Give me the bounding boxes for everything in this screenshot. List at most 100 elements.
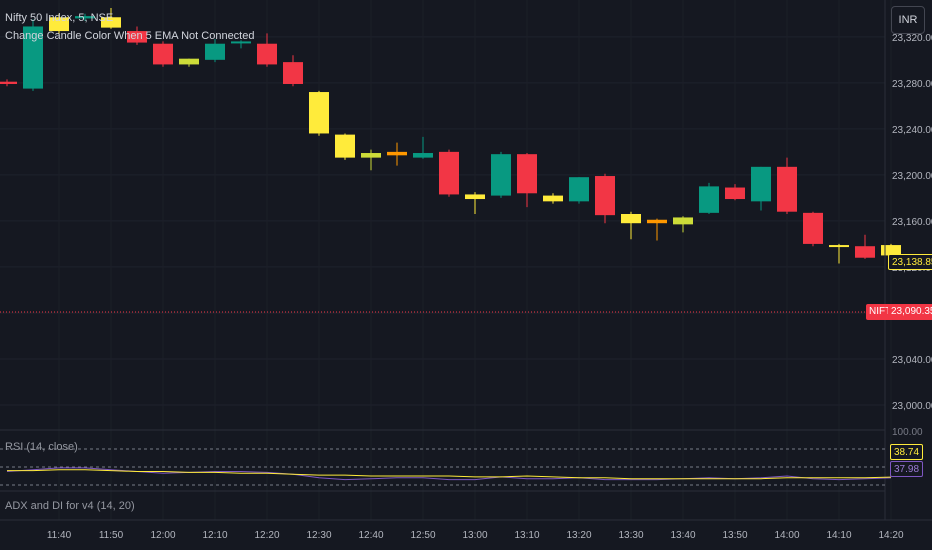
candle-body [491, 154, 511, 196]
time-tick-label: 13:30 [618, 530, 643, 541]
candle-body [829, 245, 849, 248]
time-tick-label: 14:10 [826, 530, 851, 541]
rsi-pane [6, 467, 892, 481]
candle-body [621, 214, 641, 224]
candle-body [205, 43, 225, 60]
candle [777, 157, 797, 214]
candle-body [257, 43, 277, 65]
candle-body [699, 186, 719, 213]
price-axis[interactable]: 23,320.00 23,280.00 23,240.00 23,200.00 23,1… [892, 33, 932, 412]
candle-body [101, 17, 121, 28]
candle [543, 193, 563, 204]
time-tick-label: 12:30 [306, 530, 331, 541]
chart-grid [0, 36, 885, 406]
price-tick-label: 23,280.00 [892, 79, 932, 90]
candle [595, 173, 615, 224]
price-tick-label: 23,320.00 [892, 33, 932, 44]
rsi-signal-line [7, 469, 892, 480]
candle-body [127, 31, 147, 43]
nifty-price-tag: 23,090.35 [888, 304, 932, 320]
time-tick-label: 12:40 [358, 530, 383, 541]
price-tick-label: 23,040.00 [892, 355, 932, 366]
candle [855, 234, 875, 259]
candle-body [153, 43, 173, 65]
candle-body [647, 219, 667, 224]
time-tick-label: 14:20 [878, 530, 903, 541]
candle [153, 41, 173, 67]
candles-layer [0, 8, 901, 264]
price-tick-label: 23,000.00 [892, 401, 932, 412]
candle [335, 133, 355, 160]
candle [49, 13, 69, 35]
candle-body [465, 194, 485, 200]
rsi-purple-value: 37.98 [890, 461, 924, 477]
candle-body [595, 176, 615, 216]
candle-body [439, 151, 459, 195]
candle-body [855, 246, 875, 258]
candle [101, 8, 121, 29]
candle [283, 55, 303, 87]
time-tick-label: 13:50 [722, 530, 747, 541]
candle [751, 166, 771, 211]
candle [23, 19, 43, 91]
time-tick-label: 13:20 [566, 530, 591, 541]
price-tick-label: 23,160.00 [892, 217, 932, 228]
candle [829, 243, 849, 264]
candle-body [803, 212, 823, 244]
candle-body [673, 217, 693, 225]
price-tick-label: 23,200.00 [892, 171, 932, 182]
candle-body [283, 62, 303, 84]
candle-body [49, 17, 69, 32]
candle [127, 26, 147, 45]
candle-body [387, 151, 407, 156]
candle-body [0, 81, 17, 84]
candle-body [413, 153, 433, 158]
candle-body [23, 26, 43, 89]
candle-body [517, 154, 537, 194]
rsi-legend[interactable]: RSI (14, close) [5, 441, 78, 453]
time-axis[interactable]: 11:40 11:50 12:00 12:10 12:20 12:30 12:40 12:50… [47, 530, 904, 541]
candle [309, 90, 329, 136]
candle [0, 79, 17, 87]
rsi-upper-label: 100.00 [892, 427, 923, 438]
candle [361, 149, 381, 171]
time-tick-label: 13:00 [462, 530, 487, 541]
candle [387, 142, 407, 166]
candle-body [231, 41, 251, 44]
currency-button[interactable]: INR [891, 6, 925, 34]
rsi-line [6, 467, 892, 481]
time-tick-label: 13:40 [670, 530, 695, 541]
time-tick-label: 12:10 [202, 530, 227, 541]
candle [231, 40, 251, 49]
time-tick-label: 13:10 [514, 530, 539, 541]
candle [439, 149, 459, 197]
time-tick-label: 14:00 [774, 530, 799, 541]
candle-body [361, 153, 381, 158]
candle [257, 33, 277, 67]
indicator-legend[interactable]: Change Candle Color When 5 EMA Not Conne… [5, 30, 255, 42]
candle [75, 13, 95, 21]
rsi-yellow-value: 38.74 [890, 444, 924, 460]
candle-body [309, 92, 329, 134]
candle-body [725, 187, 745, 200]
time-tick-label: 12:50 [410, 530, 435, 541]
candle [621, 211, 641, 240]
candle [465, 192, 485, 214]
candle [517, 153, 537, 208]
symbol-legend[interactable]: Nifty 50 Index, 5, NSE [5, 12, 114, 24]
adx-legend[interactable]: ADX and DI for v4 (14, 20) [5, 500, 135, 512]
time-tick-label: 11:40 [47, 530, 72, 541]
candle-body [179, 58, 199, 65]
candle [491, 151, 511, 198]
candle [725, 184, 745, 201]
candle-body [881, 245, 901, 256]
candle-body [751, 166, 771, 202]
candle [205, 39, 225, 63]
candle-body [569, 177, 589, 202]
candle [569, 177, 589, 204]
candle-body [75, 16, 95, 19]
time-tick-label: 12:00 [150, 530, 175, 541]
price-tick-label: 23,240.00 [892, 125, 932, 136]
candle-body [335, 134, 355, 158]
